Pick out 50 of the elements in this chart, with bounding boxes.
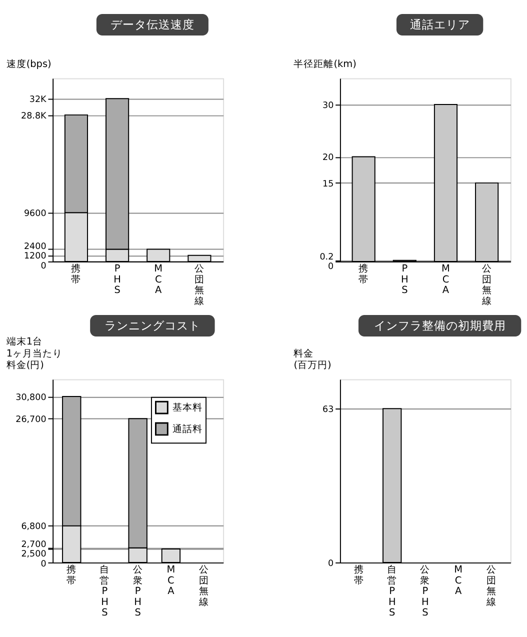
legend-label: 基本料: [172, 401, 202, 414]
x-tick-label: 公衆PHS: [132, 564, 143, 619]
x-tick-label: PHS: [401, 264, 408, 296]
chart-title: ランニングコスト: [104, 318, 200, 333]
y-tick-label: 2,500: [21, 550, 46, 560]
x-tick-label: 公衆PHS: [420, 564, 430, 619]
x-tick-label: 公団無線: [485, 564, 496, 608]
chart-title: インフラ整備の初期費用: [374, 318, 506, 333]
x-tick-label: 公団無線: [198, 564, 210, 608]
y-tick-label: 0.2: [320, 252, 334, 262]
y-tick-label: 26,700: [16, 415, 46, 426]
x-tick-label: 自営PHS: [100, 564, 110, 619]
y-axis-title: 半径距離(km): [294, 58, 356, 70]
chart-title: 通話エリア: [410, 18, 470, 32]
y-tick-label: 63: [322, 405, 334, 416]
y-tick-label: 0: [40, 559, 46, 570]
x-tick-label: 自営PHS: [387, 564, 398, 619]
y-tick-label: 6,800: [21, 522, 46, 532]
text: (百万円): [294, 360, 332, 372]
x-tick-label: PHS: [114, 264, 121, 296]
x-tick-label: 公団無線: [480, 262, 492, 307]
x-tick-label: 携帯: [71, 262, 82, 286]
y-tick-label: 0: [328, 262, 334, 272]
y-tick-label: 1200: [24, 252, 46, 262]
y-tick-label: 0: [328, 558, 334, 569]
x-tick-label: 携帯: [358, 262, 369, 286]
text: 端末1台: [6, 336, 43, 348]
x-tick-label: MCA: [454, 564, 463, 598]
x-tick-label: 公団無線: [193, 262, 204, 307]
y-tick-label: 20: [322, 153, 334, 164]
text: 料金(円): [6, 360, 44, 372]
y-tick-label: 2400: [24, 242, 46, 252]
y-tick-label: 30: [322, 100, 334, 111]
y-axis-title: 速度(bps): [6, 58, 52, 70]
y-tick-label: 2,700: [21, 540, 46, 550]
y-tick-label: 9600: [24, 209, 46, 220]
y-tick-label: 28.8K: [21, 111, 47, 122]
y-tick-label: 32K: [29, 95, 47, 106]
text: 1ヶ月当たり: [6, 348, 63, 360]
x-tick-label: MCA: [442, 264, 450, 296]
x-tick-label: MCA: [166, 564, 176, 598]
text: 料金: [294, 348, 314, 360]
legend-label: 通話料: [172, 422, 202, 435]
x-tick-label: 携帯: [66, 564, 77, 586]
x-tick-label: 携帯: [354, 564, 364, 586]
y-tick-label: 15: [322, 179, 334, 190]
y-tick-label: 0: [40, 261, 46, 272]
chart-title: データ伝送速度: [110, 18, 194, 32]
y-tick-label: 30,800: [16, 392, 46, 403]
x-tick-label: MCA: [154, 264, 163, 296]
